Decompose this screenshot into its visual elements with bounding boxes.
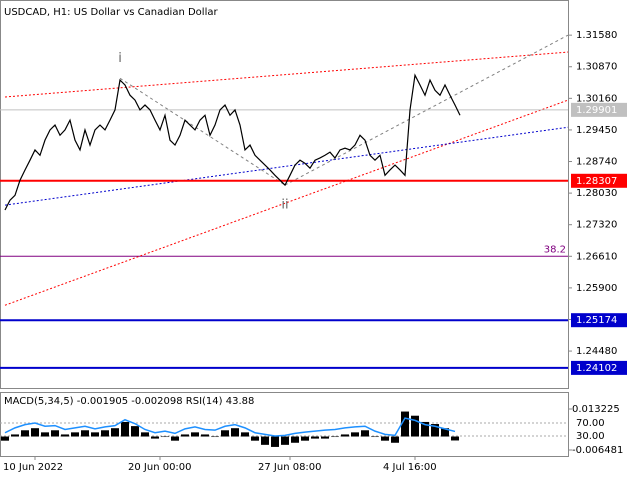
macd-bar <box>1 436 9 441</box>
macd-bar <box>411 415 419 437</box>
y2-tick-label: 30.00 <box>576 431 605 442</box>
y-tick-label: 1.27320 <box>576 220 617 231</box>
macd-bar <box>301 436 309 441</box>
macd-bar <box>231 428 239 437</box>
y-tick-label: 0.013225 <box>572 404 620 415</box>
macd-bar <box>401 411 409 437</box>
macd-bar <box>21 430 29 437</box>
macd-bar <box>441 428 449 437</box>
level-label: 1.28307 <box>576 176 617 187</box>
trendline <box>4 126 569 206</box>
macd-bar <box>131 426 139 437</box>
price-line <box>4 73 461 211</box>
macd-bar <box>161 436 169 438</box>
macd-bar <box>141 432 149 437</box>
macd-bar <box>31 428 39 437</box>
y-tick-label: 1.25900 <box>576 283 617 294</box>
indicator-frame <box>0 392 569 457</box>
trendline <box>4 51 569 98</box>
level-label: 1.29901 <box>576 105 617 116</box>
level-label: 1.24102 <box>576 363 617 374</box>
macd-bar <box>431 424 439 437</box>
macd-bar <box>271 436 279 447</box>
macd-bar <box>421 421 429 437</box>
macd-bar <box>321 436 329 439</box>
macd-bar <box>61 434 69 437</box>
macd-bar <box>121 421 129 437</box>
x-tick-label: 4 Jul 16:00 <box>383 462 437 473</box>
macd-bar <box>361 430 369 437</box>
rsi-line <box>4 417 456 437</box>
macd-bar <box>311 436 319 439</box>
macd-bar <box>381 436 389 441</box>
macd-bar <box>71 432 79 437</box>
level-box <box>571 102 627 117</box>
macd-bar <box>251 436 259 441</box>
price-frame <box>0 0 569 389</box>
y-tick-label: 1.29450 <box>576 125 617 136</box>
wave-label: ii <box>281 198 288 213</box>
macd-bar <box>451 436 459 441</box>
fibo-label: 38.2 <box>544 244 566 255</box>
macd-bar <box>171 436 179 441</box>
y-tick-label: 1.28030 <box>576 188 617 199</box>
macd-bar <box>211 436 219 438</box>
y-tick-label: 1.24480 <box>576 346 617 357</box>
macd-bar <box>341 434 349 437</box>
macd-bar <box>151 436 159 439</box>
wave-label: i <box>118 51 122 66</box>
macd-bar <box>101 430 109 437</box>
chart-title: USDCAD, H1: US Dollar vs Canadian Dollar <box>4 7 218 18</box>
macd-bar <box>261 436 269 445</box>
macd-bar <box>331 436 339 438</box>
y-tick-label: -0.006481 <box>572 445 623 456</box>
macd-bar <box>391 436 399 443</box>
level-box <box>571 313 627 328</box>
level-box <box>571 173 627 188</box>
macd-bar <box>51 430 59 437</box>
level-label: 1.25174 <box>576 315 617 326</box>
y-tick-label: 1.28740 <box>576 157 617 168</box>
indicator-label: MACD(5,34,5) -0.001905 -0.002098 RSI(14)… <box>4 396 254 407</box>
x-tick-label: 10 Jun 2022 <box>3 462 63 473</box>
macd-bar <box>191 432 199 437</box>
macd-bar <box>371 436 379 438</box>
macd-bar <box>91 432 99 437</box>
y-tick-label: 1.31580 <box>576 30 617 41</box>
y-tick-label: 1.30160 <box>576 93 617 104</box>
trendline <box>119 77 286 186</box>
trendline <box>284 34 569 186</box>
macd-bar <box>81 430 89 437</box>
macd-bar <box>111 428 119 437</box>
macd-bar <box>291 436 299 443</box>
x-tick-label: 27 Jun 08:00 <box>258 462 322 473</box>
y-tick-label: 1.30870 <box>576 62 617 73</box>
macd-bar <box>281 436 289 445</box>
x-tick-label: 20 Jun 00:00 <box>128 462 192 473</box>
y2-tick-label: 70.00 <box>576 418 605 429</box>
macd-bar <box>201 434 209 437</box>
macd-bar <box>11 434 19 437</box>
level-box <box>571 360 627 375</box>
macd-bar <box>241 432 249 437</box>
macd-bar <box>221 430 229 437</box>
y-tick-label: 1.26610 <box>576 251 617 262</box>
macd-bar <box>351 432 359 437</box>
macd-bar <box>181 434 189 437</box>
macd-bar <box>41 432 49 437</box>
